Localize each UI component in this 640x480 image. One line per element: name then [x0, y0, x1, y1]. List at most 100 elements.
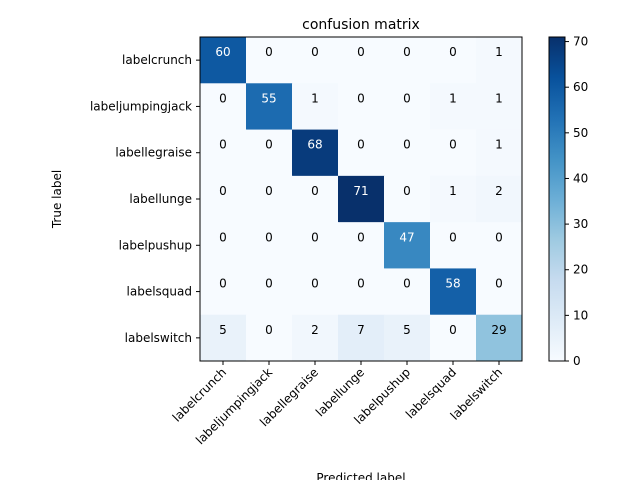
cell-value-r2-c4: 0	[403, 138, 411, 152]
cell-value-r3-c2: 0	[311, 184, 319, 198]
cell-value-r2-c2: 68	[307, 138, 322, 152]
heatmap-cell-r4-c4	[384, 222, 431, 269]
cell-value-r6-c0: 5	[219, 323, 227, 337]
cell-value-r3-c5: 1	[449, 184, 457, 198]
cell-value-r6-c6: 29	[491, 323, 506, 337]
cell-value-r5-c2: 0	[311, 277, 319, 291]
heatmap-cell-r0-c0	[200, 37, 247, 84]
heatmap-cell-r1-c4	[384, 83, 431, 131]
heatmap-cell-r5-c0	[200, 268, 247, 316]
cell-value-r0-c0: 60	[215, 45, 230, 59]
heatmap-cell-r4-c6	[476, 222, 523, 269]
heatmap-cell-r4-c3	[338, 222, 385, 269]
heatmap-cell-r1-c2	[292, 83, 339, 131]
heatmap-cell-r6-c1	[246, 314, 293, 362]
colorbar: 0 10 20 30 40 50 60 70	[548, 35, 588, 368]
x-axis-label: Predicted label	[316, 471, 405, 480]
cell-value-r4-c6: 0	[495, 230, 503, 244]
cell-value-r6-c5: 0	[449, 323, 457, 337]
cell-value-r6-c2: 2	[311, 323, 319, 337]
cell-value-r1-c5: 1	[449, 91, 457, 105]
heatmap-cell-r6-c5	[430, 314, 477, 362]
y-tick-label: labelsquad	[127, 285, 192, 299]
y-axis-ticks: labelcrunch labeljumpingjack labellegraise…	[90, 53, 200, 345]
heatmap-cell-r2-c5	[430, 129, 477, 177]
heatmap-cell-r0-c3	[338, 37, 385, 84]
colorbar-tick-label: 20	[573, 263, 588, 277]
heatmap-cell-r6-c2	[292, 314, 339, 362]
cell-value-r1-c0: 0	[219, 91, 227, 105]
heatmap-cell-r4-c1	[246, 222, 293, 269]
heatmap-cell-r5-c2	[292, 268, 339, 316]
cell-value-r3-c1: 0	[265, 184, 273, 198]
heatmap-cell-r3-c5	[430, 175, 477, 223]
y-tick-label: labelpushup	[119, 238, 192, 252]
heatmap-cell-r2-c1	[246, 129, 293, 177]
cell-value-r2-c0: 0	[219, 138, 227, 152]
heatmap-cell-r3-c0	[200, 175, 247, 223]
cell-value-r2-c6: 1	[495, 138, 503, 152]
heatmap-cell-r1-c3	[338, 83, 385, 131]
cell-value-r4-c3: 0	[357, 230, 365, 244]
colorbar-tick-label: 0	[573, 354, 581, 368]
y-tick-label: labeljumpingjack	[90, 99, 192, 113]
colorbar-tick-label: 50	[573, 126, 588, 140]
heatmap-cell-r5-c5	[430, 268, 477, 316]
cell-value-r4-c5: 0	[449, 230, 457, 244]
heatmap-cell-r0-c4	[384, 37, 431, 84]
cell-value-r1-c1: 55	[261, 91, 276, 105]
colorbar-ticks: 0 10 20 30 40 50 60 70	[565, 35, 588, 368]
cell-value-r4-c4: 47	[399, 230, 414, 244]
cell-value-r6-c3: 7	[357, 323, 365, 337]
heatmap-cell-r2-c6	[476, 129, 523, 177]
cell-value-r1-c2: 1	[311, 91, 319, 105]
cell-value-r5-c3: 0	[357, 277, 365, 291]
heatmap-cell-r6-c6	[476, 314, 523, 362]
cell-value-r0-c3: 0	[357, 45, 365, 59]
cell-value-r3-c3: 71	[353, 184, 368, 198]
heatmap-cell-r6-c4	[384, 314, 431, 362]
cell-value-r5-c4: 0	[403, 277, 411, 291]
cell-value-r6-c4: 5	[403, 323, 411, 337]
cell-value-r0-c2: 0	[311, 45, 319, 59]
heatmap-cell-r4-c2	[292, 222, 339, 269]
heatmap-cell-r3-c3	[338, 175, 385, 223]
heatmap-cell-r3-c4	[384, 175, 431, 223]
colorbar-tick-label: 10	[573, 308, 588, 322]
cell-value-r3-c6: 2	[495, 184, 503, 198]
colorbar-frame	[548, 36, 566, 362]
heatmap-cell-r2-c0	[200, 129, 247, 177]
heatmap-cell-r6-c3	[338, 314, 385, 362]
heatmap-cell-values: 60 0 0 0 0 0 10 55 1 0 0 1 10 0 68 0 0 0 10 0 0 71 0 1 20 0 0 0 47 0 0…	[215, 45, 506, 337]
cell-value-r6-c1: 0	[265, 323, 273, 337]
colorbar-tick-label: 30	[573, 217, 588, 231]
heatmap-cell-r0-c5	[430, 37, 477, 84]
y-tick-label: labelcrunch	[122, 53, 192, 67]
chart-title: confusion matrix	[302, 17, 420, 33]
cell-value-r2-c3: 0	[357, 138, 365, 152]
y-tick-label: labelswitch	[125, 331, 192, 345]
cell-value-r3-c0: 0	[219, 184, 227, 198]
heatmap-cell-r0-c1	[246, 37, 293, 84]
cell-value-r4-c0: 0	[219, 230, 227, 244]
heatmap-cell-r5-c3	[338, 268, 385, 316]
cell-value-r1-c6: 1	[495, 91, 503, 105]
colorbar-tick-label: 60	[573, 80, 588, 94]
cell-value-r0-c1: 0	[265, 45, 273, 59]
heatmap-cell-r0-c6	[476, 37, 523, 84]
cell-value-r4-c2: 0	[311, 230, 319, 244]
cell-value-r0-c6: 1	[495, 45, 503, 59]
colorbar-tick-label: 40	[573, 171, 588, 185]
y-axis-label: True label	[50, 170, 64, 229]
cell-value-r5-c6: 0	[495, 277, 503, 291]
heatmap-cell-r2-c3	[338, 129, 385, 177]
cell-value-r3-c4: 0	[403, 184, 411, 198]
heatmap-cell-r3-c2	[292, 175, 339, 223]
y-tick-label: labellunge	[129, 192, 192, 206]
cell-value-r1-c4: 0	[403, 91, 411, 105]
heatmap-cell-r1-c5	[430, 83, 477, 131]
heatmap-cell-r5-c6	[476, 268, 523, 316]
colorbar-gradient	[549, 37, 565, 361]
